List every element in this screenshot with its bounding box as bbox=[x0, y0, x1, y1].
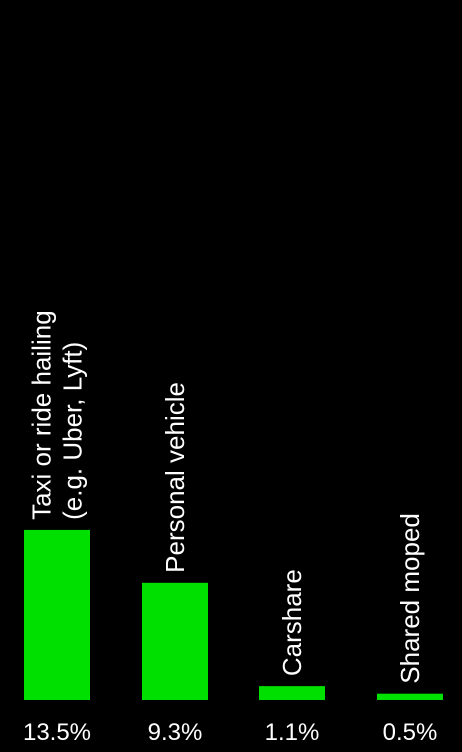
value-label-personal-vehicle: 9.3% bbox=[148, 719, 203, 746]
value-label-shared-moped: 0.5% bbox=[383, 719, 438, 746]
bar-carshare bbox=[259, 686, 325, 700]
category-label-line: Personal vehicle bbox=[160, 382, 190, 573]
value-label-taxi-or-ride-hailing: 13.5% bbox=[23, 719, 91, 746]
category-label-line: Shared moped bbox=[395, 513, 425, 684]
bar-shared-moped bbox=[377, 694, 443, 700]
category-label-carshare: Carshare bbox=[277, 569, 307, 676]
category-label-shared-moped: Shared moped bbox=[395, 513, 425, 684]
category-label-line: (e.g. Uber, Lyft) bbox=[58, 342, 88, 520]
bar-personal-vehicle bbox=[142, 583, 208, 700]
category-label-line: Taxi or ride hailing bbox=[27, 310, 57, 520]
category-label-taxi-or-ride-hailing: Taxi or ride hailing(e.g. Uber, Lyft) bbox=[27, 310, 88, 520]
category-label-personal-vehicle: Personal vehicle bbox=[160, 382, 190, 573]
category-label-line: Carshare bbox=[277, 569, 307, 676]
value-label-carshare: 1.1% bbox=[265, 719, 320, 746]
bar-taxi-or-ride-hailing bbox=[24, 530, 90, 700]
